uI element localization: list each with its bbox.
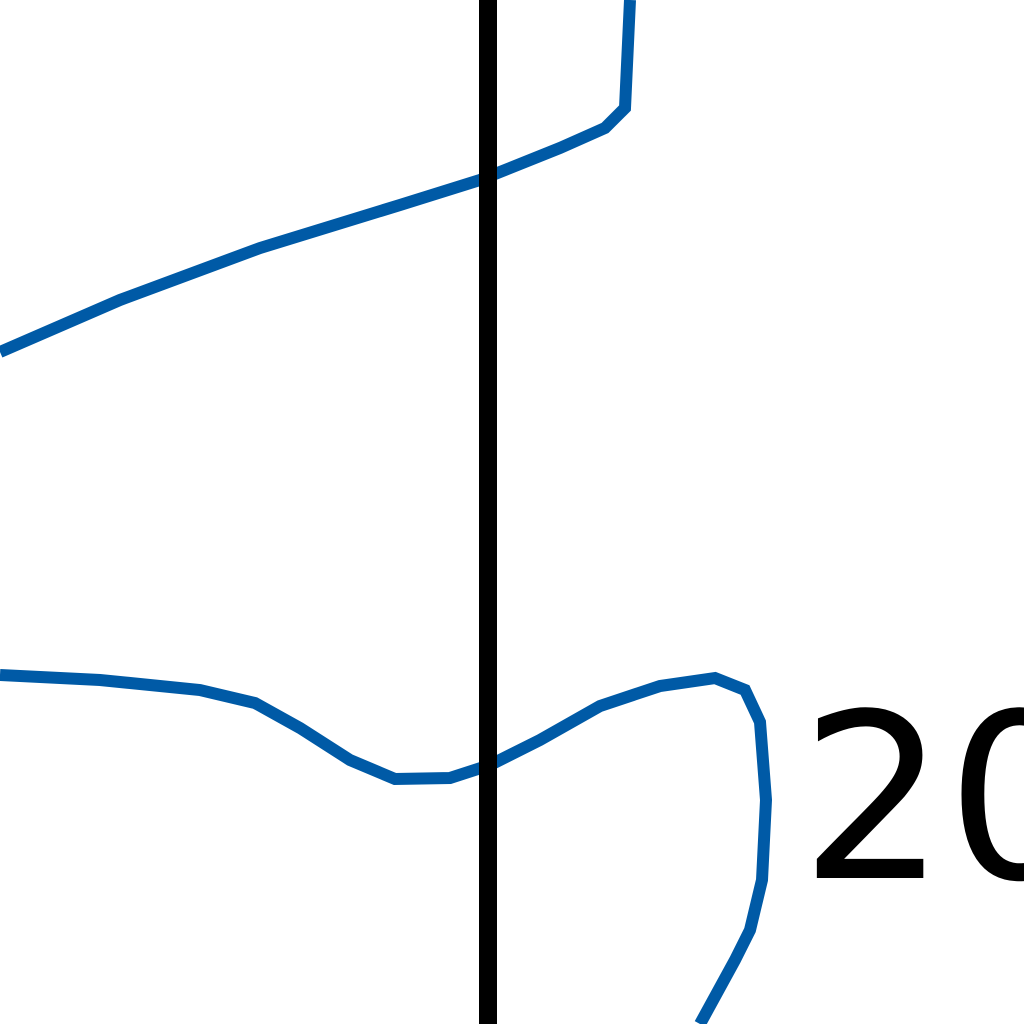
- tick-label: 20: [800, 666, 1024, 933]
- lower-curve: [0, 669, 773, 1024]
- upper-curve: [0, 0, 636, 358]
